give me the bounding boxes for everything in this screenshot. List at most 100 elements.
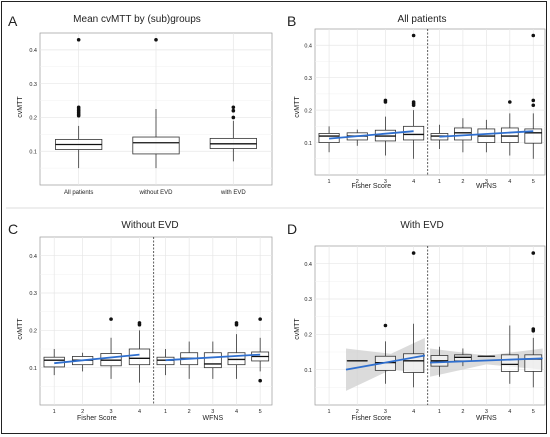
panel-1-f0-box-3-outlier-0 (411, 33, 416, 38)
panel-0-letter: A (8, 13, 18, 29)
panel-3-f1-xlabel: WFNS (476, 415, 497, 422)
panel-0-f0-box-2-outlier-2 (231, 115, 236, 120)
panel-0-ytick-2: 0.3 (29, 82, 37, 88)
panel-1-f1-box-4-outlier-1 (531, 98, 536, 103)
panel-2-f0-xtick-3: 4 (138, 409, 141, 415)
panel-1-f0-xlabel: Fisher Score (352, 183, 392, 190)
panel-3-f1-box-4-iqr (524, 354, 543, 372)
panel-2-f0-xlabel: Fisher Score (77, 415, 117, 422)
panel-3-f1-box-4-outlier-2 (531, 329, 536, 333)
panel-0-f0-box-2-outlier-0 (231, 105, 236, 110)
panel-2-f1-box-3-iqr (227, 352, 246, 366)
panel-1-f1-xtick-1: 2 (461, 179, 464, 185)
panel-2-ytick-3: 0.4 (29, 254, 37, 260)
panel-3-letter: D (287, 221, 297, 237)
panel-0-ytick-0: 0.1 (29, 149, 37, 155)
panel-2-f1-box-2-iqr (203, 352, 222, 369)
panel-2-f0-box-3-iqr (128, 348, 151, 366)
panel-2-f1-box-4-outlier-0 (258, 317, 262, 321)
panel-1-f0-box-3-outlier-3 (411, 103, 416, 108)
panel-3-f0-box-3-outlier-0 (411, 251, 416, 255)
panel-1-f1-xtick-4: 5 (532, 179, 535, 185)
panel-2-f0-box-2-outlier-0 (109, 317, 113, 321)
panel-2-f0-trend-line (54, 353, 140, 365)
panel-2-ytick-0: 0.1 (29, 366, 37, 372)
panel-1-title: All patients (398, 14, 447, 25)
panel-2-ytick-2: 0.3 (29, 291, 37, 297)
panel-3-ytick-2: 0.3 (304, 297, 312, 303)
panel-1-f0-xtick-2: 3 (384, 179, 387, 185)
panel-3-ytick-3: 0.4 (304, 262, 312, 268)
panel-2-f1-box-0-iqr (156, 356, 175, 366)
panel-2-f1-trend-line (165, 353, 261, 362)
panel-3-f1-xtick-0: 1 (438, 409, 441, 415)
panel-3-f1-box-3-iqr (500, 354, 519, 372)
panel-2-f0-xtick-0: 1 (53, 409, 56, 415)
panel-2-f1-xtick-2: 3 (211, 409, 214, 415)
panel-1-f1-box-3-outlier-0 (508, 100, 512, 104)
panel-2-f1-xtick-4: 5 (259, 409, 262, 415)
panel-3-f1-trend-line (430, 357, 543, 364)
panel-1-f0-trend-line (329, 130, 414, 140)
panel-0-title: Mean cvMTT by (sub)groups (73, 14, 201, 25)
panel-2-f0-xtick-1: 2 (81, 409, 84, 415)
panel-2-ytick-1: 0.2 (29, 329, 37, 335)
panel-0-ylabel: cvMTT (17, 96, 24, 118)
panel-2-f1-xtick-3: 4 (235, 409, 238, 415)
panel-2-f1-box-3-outlier-1 (234, 322, 239, 327)
panel-2-f0-box-3-outlier-1 (137, 322, 142, 327)
panel-1-ytick-0: 0.1 (304, 141, 312, 147)
panel-3-ytick-0: 0.1 (304, 368, 312, 374)
panel-3-ytick-1: 0.2 (304, 333, 312, 339)
panel-2-letter: C (8, 221, 18, 237)
panel-0-f0-box-2-outlier-1 (231, 108, 236, 113)
panel-1-ylabel: cvMTT (294, 96, 301, 118)
panel-1-f1-xtick-0: 1 (438, 179, 441, 185)
panel-1-ytick-1: 0.2 (304, 108, 312, 114)
panel-3-f1-xtick-2: 3 (485, 409, 488, 415)
panel-1-f0-xtick-0: 1 (328, 179, 331, 185)
panel-1-f1-xtick-2: 3 (485, 179, 488, 185)
panel-2-f1-box-4-outlier-1 (258, 378, 262, 383)
panel-1-f1-box-4-outlier-2 (531, 103, 536, 108)
panel-1-f1-xtick-3: 4 (508, 179, 511, 185)
panel-3-f0-box-2-outlier-0 (383, 323, 388, 328)
panel-1-f1-trend-line (439, 130, 534, 138)
panel-1-f1-box-3-iqr (500, 127, 519, 143)
panel-1-f1-box-1-iqr (454, 127, 472, 141)
panel-3-f0-xtick-0: 1 (328, 409, 331, 415)
panel-2-f1-xtick-0: 1 (164, 409, 167, 415)
panel-0-ytick-3: 0.4 (29, 48, 37, 54)
panel-2-f0-xtick-2: 3 (110, 409, 113, 415)
panel-0-ytick-1: 0.2 (29, 116, 37, 122)
panel-3-f1-box-4-outlier-0 (531, 251, 536, 255)
panel-1-f0-box-2-outlier-1 (383, 100, 388, 104)
panel-1-f0-xtick-3: 4 (412, 179, 415, 185)
panel-0-xtick-2: with EVD (220, 190, 246, 196)
panel-0-xtick-1: without EVD (138, 190, 173, 196)
panel-2-title: Without EVD (121, 220, 178, 231)
panel-1-f0-box-3-iqr (403, 125, 425, 141)
panel-1-f1-box-4-outlier-0 (531, 33, 536, 38)
panel-2-f1-xtick-1: 2 (188, 409, 191, 415)
panel-3-f0-xtick-2: 3 (384, 409, 387, 415)
panel-2-plot-area (39, 236, 273, 406)
panel-3-f1-xtick-4: 5 (532, 409, 535, 415)
panel-1-f0-xtick-1: 2 (356, 179, 359, 185)
panel-1-f1-xlabel: WFNS (476, 183, 497, 190)
panel-3-ylabel: cvMTT (294, 318, 301, 340)
panel-0-xtick-0: All patients (64, 190, 93, 196)
panel-1-plot-area (314, 28, 546, 176)
panel-3-f0-xtick-3: 4 (412, 409, 415, 415)
panel-0-f0-box-1-outlier-0 (154, 37, 158, 42)
panel-3-f1-xtick-3: 4 (508, 409, 511, 415)
panel-3-f0-xtick-1: 2 (356, 409, 359, 415)
panel-0-f0-box-0-outlier-0 (76, 37, 81, 42)
panel-1-ytick-2: 0.3 (304, 76, 312, 82)
panel-2-f1-xlabel: WFNS (203, 415, 224, 422)
panel-2-ylabel: cvMTT (17, 318, 24, 340)
panel-0-f0-box-0-outlier-6 (76, 113, 81, 118)
panel-1-letter: B (287, 13, 296, 29)
